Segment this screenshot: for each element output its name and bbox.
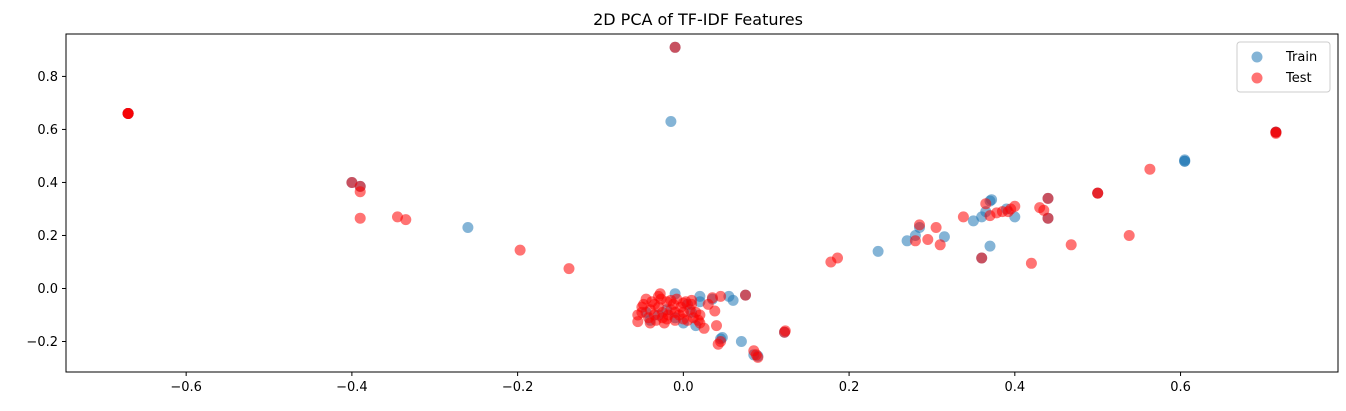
y-tick-label: 0.0 [37, 282, 58, 297]
data-point-train [1179, 154, 1191, 166]
data-point-test [930, 222, 942, 233]
data-point-train [735, 336, 747, 347]
data-point-test [1270, 127, 1282, 139]
data-point-test [632, 316, 644, 328]
data-point-test [644, 317, 656, 329]
data-point-test [354, 212, 366, 224]
data-point-test [934, 239, 946, 251]
data-point-test [677, 313, 689, 325]
x-tick-label: 0.4 [1004, 380, 1025, 395]
plot-frame [65, 33, 1339, 373]
data-point-test [715, 290, 727, 302]
data-point-train [984, 240, 996, 252]
data-point-test [914, 219, 925, 231]
data-point-test [698, 322, 710, 334]
y-tick-label: −0.2 [26, 335, 58, 350]
data-point-test [709, 305, 721, 317]
x-tick-label: −0.2 [502, 380, 534, 395]
legend-marker-test [1251, 72, 1263, 84]
data-point-test [648, 298, 660, 310]
x-tick-label: 0.6 [1170, 380, 1191, 395]
data-point-test [1009, 200, 1021, 212]
x-tick-label: −0.4 [336, 380, 368, 395]
data-point-test [711, 320, 722, 332]
data-point-test [740, 289, 751, 301]
data-point-test [686, 294, 698, 306]
data-point-test [909, 235, 921, 247]
data-point-test [957, 211, 969, 223]
data-point-test [400, 214, 412, 226]
data-point-train [967, 215, 979, 227]
x-axis: −0.6 −0.4 −0.2 0.0 0.2 0.4 0.6 [170, 372, 1191, 395]
data-point-test [665, 294, 677, 306]
points-layer [122, 41, 1282, 363]
data-point-test [980, 198, 992, 210]
y-axis: −0.2 0.0 0.2 0.4 0.6 0.8 [26, 70, 66, 350]
legend: Train Test [1236, 41, 1331, 93]
data-point-train [694, 296, 706, 308]
data-point-test [976, 252, 988, 264]
y-tick-label: 0.8 [37, 70, 58, 85]
data-point-test [1092, 187, 1104, 199]
data-point-test [1025, 257, 1037, 269]
data-point-test [657, 312, 669, 324]
data-point-test [1065, 239, 1077, 251]
data-point-test [752, 351, 764, 363]
x-tick-label: 0.0 [673, 380, 694, 395]
data-point-train [727, 294, 739, 306]
chart-title: 2D PCA of TF-IDF Features [593, 10, 803, 29]
data-point-test [354, 186, 366, 198]
data-point-test [1042, 212, 1054, 224]
data-point-test [636, 301, 648, 313]
legend-label-test: Test [1285, 71, 1312, 86]
data-point-test [669, 306, 681, 318]
x-tick-label: −0.6 [170, 380, 202, 395]
y-tick-label: 0.6 [37, 123, 58, 138]
data-point-test [1144, 163, 1156, 175]
data-point-test [514, 244, 526, 256]
legend-marker-train [1251, 51, 1263, 63]
data-point-train [462, 222, 474, 233]
data-point-test [832, 252, 843, 264]
data-point-test [779, 325, 791, 337]
data-point-test [392, 211, 403, 223]
data-point-test [706, 292, 718, 304]
data-point-test [346, 177, 358, 188]
series-test [122, 41, 1282, 363]
data-point-test [715, 336, 727, 347]
data-point-test [669, 41, 681, 53]
y-tick-label: 0.2 [37, 229, 58, 244]
data-point-test [1123, 230, 1135, 241]
data-point-train [665, 116, 677, 127]
data-point-test [122, 108, 134, 119]
data-point-test [563, 263, 575, 275]
data-point-train [872, 245, 884, 257]
data-point-test [1042, 192, 1054, 204]
x-tick-label: 0.2 [839, 380, 860, 395]
legend-label-train: Train [1285, 50, 1317, 65]
data-point-test [694, 309, 706, 321]
y-tick-label: 0.4 [37, 176, 58, 191]
data-point-test [922, 234, 934, 245]
data-point-train [901, 235, 913, 247]
